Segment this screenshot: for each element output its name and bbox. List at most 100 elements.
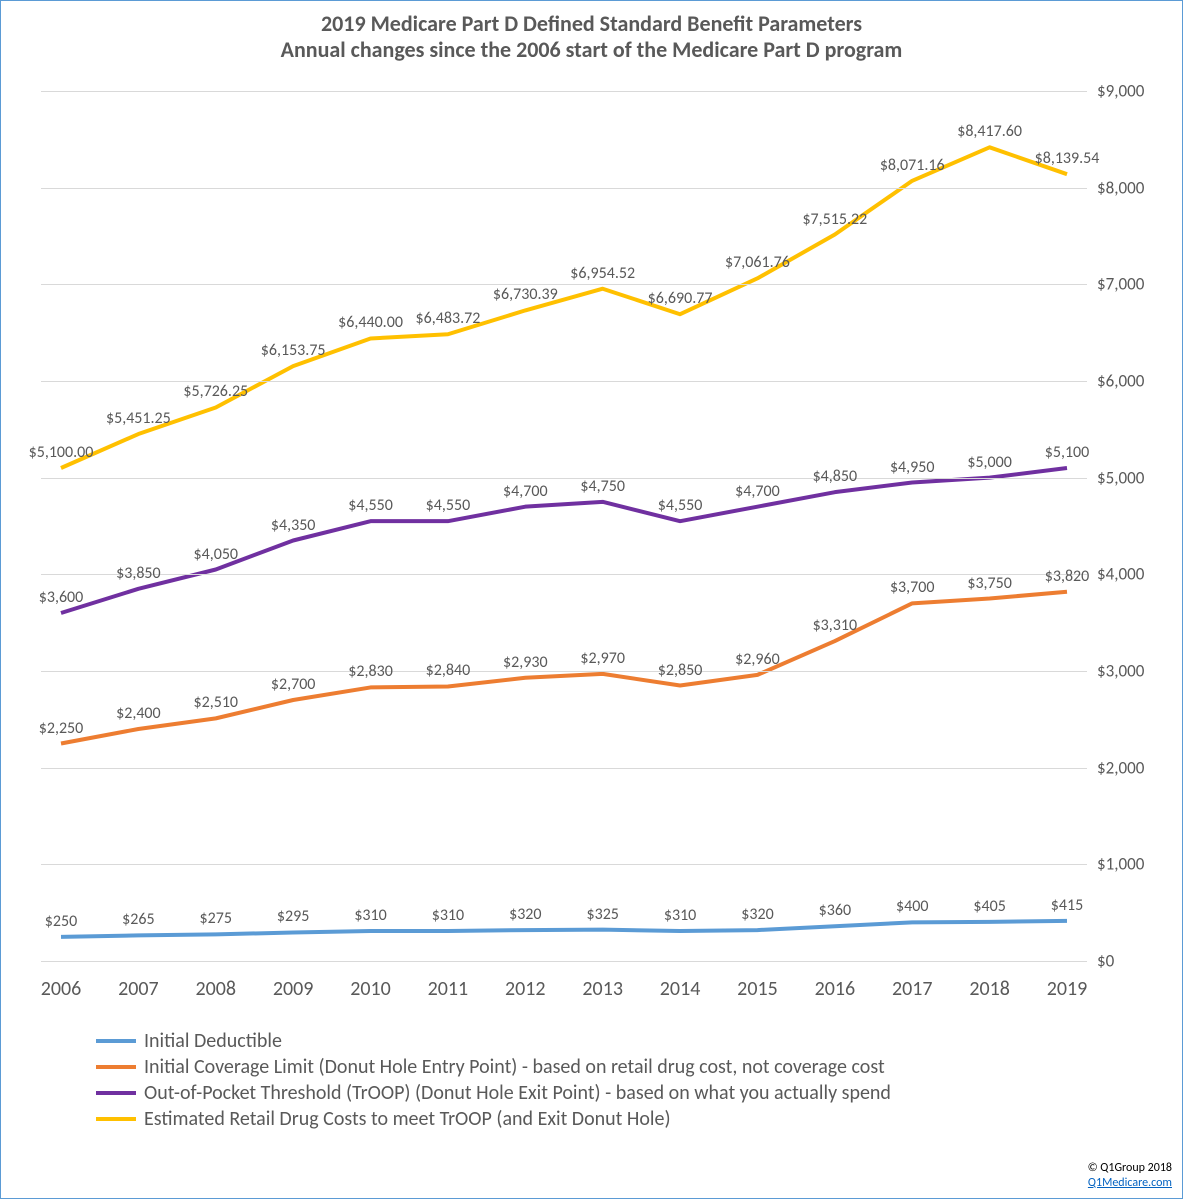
plot-area: $0$1,000$2,000$3,000$4,000$5,000$6,000$7… [41, 91, 1087, 961]
data-label-icl: $2,840 [426, 661, 471, 680]
data-label-deductible: $320 [509, 905, 541, 924]
series-line-icl [61, 592, 1067, 744]
y-axis-label: $1,000 [1097, 854, 1162, 875]
data-label-troop: $4,700 [503, 482, 548, 501]
copyright-text: © Q1Group 2018 [1088, 1161, 1172, 1175]
legend-item-icl: Initial Coverage Limit (Donut Hole Entry… [96, 1055, 891, 1079]
legend-item-deductible: Initial Deductible [96, 1029, 891, 1053]
data-label-icl: $2,850 [658, 661, 703, 680]
series-line-retail [61, 147, 1067, 468]
data-label-troop: $4,550 [658, 496, 703, 515]
data-label-deductible: $415 [1051, 896, 1083, 915]
gridline [41, 574, 1087, 575]
data-label-icl: $2,250 [39, 719, 84, 738]
y-axis-label: $5,000 [1097, 467, 1162, 488]
data-label-troop: $3,600 [39, 588, 84, 607]
gridline [41, 768, 1087, 769]
x-axis-label: 2015 [737, 977, 778, 1001]
data-label-deductible: $295 [277, 907, 309, 926]
data-label-deductible: $310 [354, 906, 386, 925]
data-label-troop: $4,700 [735, 482, 780, 501]
y-axis-label: $6,000 [1097, 371, 1162, 392]
y-axis-label: $3,000 [1097, 661, 1162, 682]
data-label-icl: $2,960 [735, 650, 780, 669]
data-label-deductible: $250 [45, 912, 77, 931]
y-axis-label: $7,000 [1097, 274, 1162, 295]
chart-container: 2019 Medicare Part D Defined Standard Be… [0, 0, 1183, 1199]
data-label-deductible: $325 [586, 905, 618, 924]
legend-label: Estimated Retail Drug Costs to meet TrOO… [144, 1107, 671, 1131]
legend-label: Initial Deductible [144, 1029, 282, 1053]
y-axis-label: $0 [1097, 951, 1162, 972]
data-label-retail: $7,515.22 [802, 210, 867, 229]
gridline [41, 864, 1087, 865]
x-axis-label: 2011 [428, 977, 469, 1001]
data-label-icl: $3,700 [890, 578, 935, 597]
data-label-deductible: $360 [819, 901, 851, 920]
legend-swatch [96, 1091, 136, 1095]
data-label-icl: $2,970 [580, 649, 625, 668]
legend-swatch [96, 1039, 136, 1043]
data-label-retail: $5,451.25 [106, 409, 171, 428]
data-label-troop: $4,550 [348, 496, 393, 515]
data-label-troop: $4,550 [426, 496, 471, 515]
x-axis-label: 2016 [815, 977, 856, 1001]
gridline [41, 188, 1087, 189]
data-label-retail: $8,417.60 [957, 122, 1022, 141]
line-chart-svg [41, 91, 1087, 961]
data-label-troop: $4,050 [193, 545, 238, 564]
data-label-retail: $5,726.25 [183, 382, 248, 401]
x-axis-label: 2010 [350, 977, 391, 1001]
data-label-retail: $8,139.54 [1035, 149, 1100, 168]
data-label-deductible: $310 [664, 906, 696, 925]
x-axis-label: 2007 [118, 977, 159, 1001]
gridline [41, 671, 1087, 672]
data-label-icl: $2,400 [116, 704, 161, 723]
data-label-retail: $5,100.00 [29, 443, 94, 462]
data-label-retail: $6,690.77 [648, 289, 713, 308]
legend-item-troop: Out-of-Pocket Threshold (TrOOP) (Donut H… [96, 1081, 891, 1105]
data-label-troop: $5,000 [967, 453, 1012, 472]
data-label-icl: $2,700 [271, 675, 316, 694]
x-axis-label: 2014 [660, 977, 701, 1001]
data-label-retail: $6,153.75 [261, 341, 326, 360]
data-label-troop: $4,750 [580, 477, 625, 496]
y-axis-label: $9,000 [1097, 81, 1162, 102]
data-label-troop: $4,850 [813, 467, 858, 486]
credit-link[interactable]: Q1Medicare.com [1088, 1176, 1172, 1190]
x-axis-label: 2013 [582, 977, 623, 1001]
gridline [41, 284, 1087, 285]
data-label-troop: $5,100 [1045, 443, 1090, 462]
data-label-icl: $3,750 [967, 574, 1012, 593]
data-label-icl: $2,830 [348, 662, 393, 681]
data-label-retail: $7,061.76 [725, 253, 790, 272]
data-label-deductible: $320 [741, 905, 773, 924]
x-axis-label: 2009 [273, 977, 314, 1001]
legend-item-retail: Estimated Retail Drug Costs to meet TrOO… [96, 1107, 891, 1131]
data-label-retail: $6,954.52 [570, 264, 635, 283]
y-axis-label: $4,000 [1097, 564, 1162, 585]
x-axis-label: 2018 [969, 977, 1010, 1001]
data-label-troop: $3,850 [116, 564, 161, 583]
y-axis-label: $2,000 [1097, 757, 1162, 778]
legend: Initial DeductibleInitial Coverage Limit… [96, 1027, 891, 1133]
x-axis-label: 2019 [1047, 977, 1088, 1001]
legend-swatch [96, 1117, 136, 1121]
data-label-icl: $2,510 [193, 693, 238, 712]
data-label-icl: $3,310 [813, 616, 858, 635]
gridline [41, 91, 1087, 92]
chart-title: 2019 Medicare Part D Defined Standard Be… [1, 1, 1182, 64]
x-axis-label: 2006 [41, 977, 82, 1001]
x-axis-label: 2008 [195, 977, 236, 1001]
data-label-deductible: $400 [896, 897, 928, 916]
x-axis-label: 2017 [892, 977, 933, 1001]
data-label-retail: $8,071.16 [880, 156, 945, 175]
data-label-deductible: $265 [122, 910, 154, 929]
data-label-deductible: $405 [973, 897, 1005, 916]
credit-block: © Q1Group 2018 Q1Medicare.com [1088, 1161, 1172, 1190]
data-label-deductible: $275 [200, 909, 232, 928]
data-label-icl: $2,930 [503, 653, 548, 672]
legend-label: Initial Coverage Limit (Donut Hole Entry… [144, 1055, 885, 1079]
data-label-deductible: $310 [432, 906, 464, 925]
y-axis-label: $8,000 [1097, 177, 1162, 198]
